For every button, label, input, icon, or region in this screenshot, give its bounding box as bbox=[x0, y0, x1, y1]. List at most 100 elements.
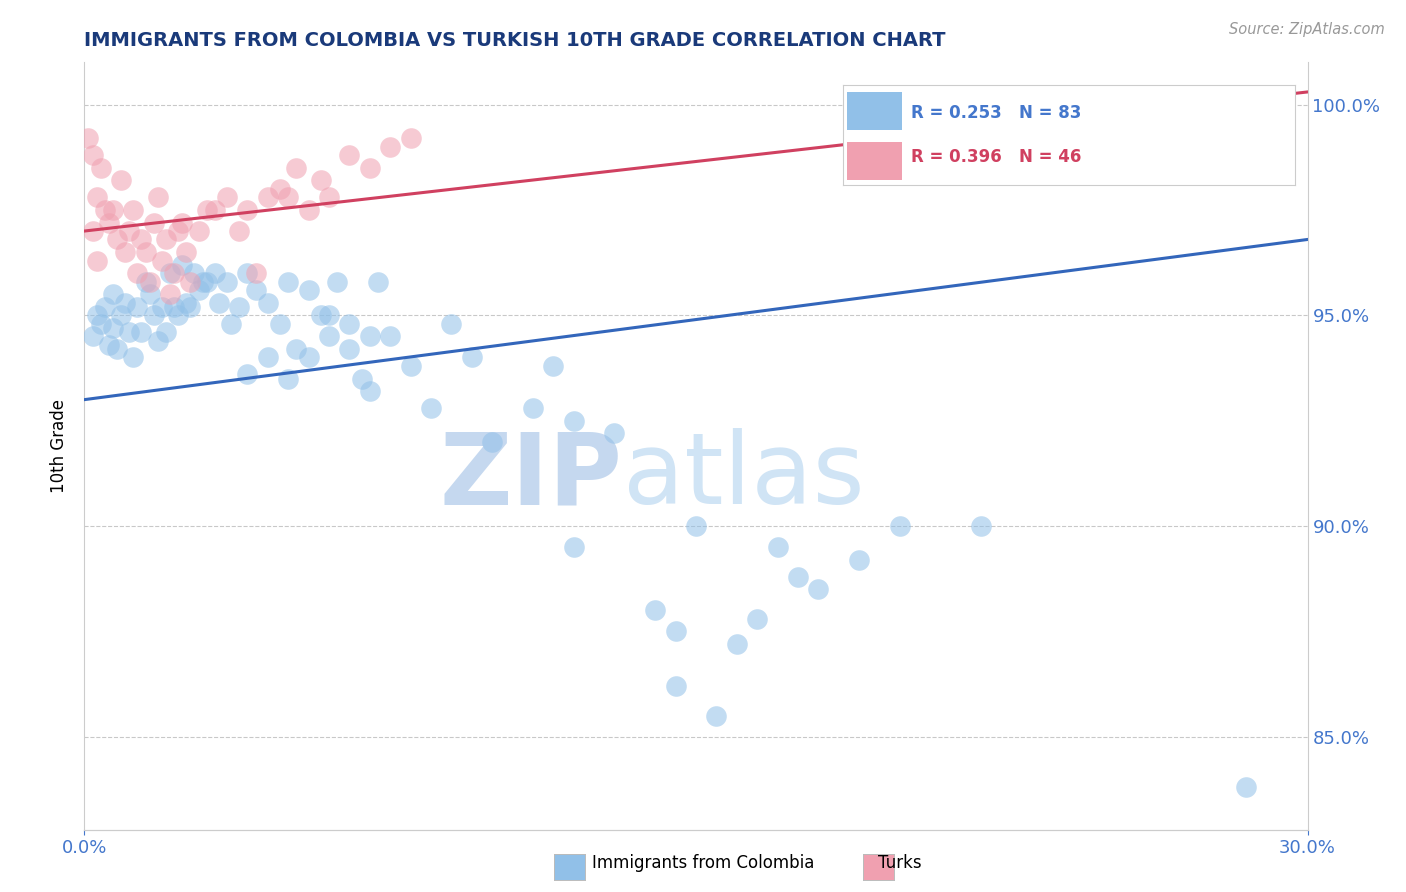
Point bbox=[543, 359, 565, 373]
Point bbox=[150, 300, 173, 314]
Point bbox=[380, 329, 402, 343]
Point bbox=[359, 384, 381, 399]
Point bbox=[86, 309, 108, 323]
Point bbox=[339, 148, 361, 162]
Point bbox=[204, 266, 226, 280]
Point bbox=[217, 190, 239, 204]
Point bbox=[131, 232, 153, 246]
Point bbox=[236, 368, 259, 382]
Point bbox=[420, 401, 443, 415]
Point bbox=[269, 317, 291, 331]
Point bbox=[114, 245, 136, 260]
Point bbox=[326, 275, 349, 289]
Text: Source: ZipAtlas.com: Source: ZipAtlas.com bbox=[1229, 22, 1385, 37]
Point bbox=[174, 245, 197, 260]
Point bbox=[187, 224, 209, 238]
Point bbox=[138, 287, 160, 301]
Point bbox=[118, 224, 141, 238]
Point bbox=[399, 359, 422, 373]
Point bbox=[127, 300, 149, 314]
Point bbox=[135, 245, 157, 260]
Point bbox=[159, 287, 181, 301]
Point bbox=[110, 309, 132, 323]
Point bbox=[142, 216, 165, 230]
Point bbox=[93, 300, 115, 314]
Point bbox=[298, 202, 321, 217]
Point bbox=[399, 131, 422, 145]
Point bbox=[318, 190, 340, 204]
Point bbox=[101, 321, 124, 335]
Point bbox=[228, 300, 250, 314]
Point bbox=[155, 232, 177, 246]
Point bbox=[245, 266, 267, 280]
Point bbox=[217, 275, 239, 289]
Point bbox=[97, 338, 120, 352]
Point bbox=[86, 190, 108, 204]
Point bbox=[127, 266, 149, 280]
Point bbox=[163, 300, 186, 314]
Point bbox=[82, 329, 104, 343]
Point bbox=[146, 190, 169, 204]
Point bbox=[131, 325, 153, 339]
Point bbox=[90, 317, 112, 331]
Point bbox=[889, 519, 911, 533]
Point bbox=[93, 202, 115, 217]
Point bbox=[86, 253, 108, 268]
Point bbox=[367, 275, 389, 289]
Point bbox=[747, 612, 769, 626]
Point bbox=[236, 266, 259, 280]
Point bbox=[1092, 106, 1115, 120]
Point bbox=[277, 371, 299, 385]
Point bbox=[522, 401, 544, 415]
Point bbox=[135, 275, 157, 289]
Point bbox=[285, 342, 308, 356]
Point bbox=[219, 317, 242, 331]
Point bbox=[174, 295, 197, 310]
Point bbox=[150, 253, 173, 268]
Point bbox=[82, 148, 104, 162]
Point bbox=[644, 603, 666, 617]
Point bbox=[562, 540, 585, 554]
Text: Immigrants from Colombia: Immigrants from Colombia bbox=[592, 855, 814, 872]
Point bbox=[298, 283, 321, 297]
Point bbox=[359, 161, 381, 175]
Point bbox=[970, 519, 993, 533]
Point bbox=[167, 309, 190, 323]
Point bbox=[187, 283, 209, 297]
Point bbox=[461, 351, 484, 365]
Point bbox=[90, 161, 112, 175]
Point bbox=[179, 300, 201, 314]
Point bbox=[257, 351, 280, 365]
Point bbox=[298, 351, 321, 365]
Point bbox=[277, 275, 299, 289]
Point bbox=[114, 295, 136, 310]
Point bbox=[277, 190, 299, 204]
Point bbox=[228, 224, 250, 238]
Point bbox=[167, 224, 190, 238]
Point bbox=[318, 309, 340, 323]
Point bbox=[848, 553, 870, 567]
Point bbox=[245, 283, 267, 297]
Point bbox=[183, 266, 205, 280]
Point bbox=[146, 334, 169, 348]
Point bbox=[142, 309, 165, 323]
Point bbox=[82, 224, 104, 238]
Point bbox=[101, 202, 124, 217]
Point bbox=[269, 182, 291, 196]
Point bbox=[179, 275, 201, 289]
Point bbox=[1236, 780, 1258, 795]
Point bbox=[481, 434, 503, 449]
Point bbox=[159, 266, 181, 280]
Point bbox=[440, 317, 463, 331]
Point bbox=[807, 582, 830, 597]
Text: Turks: Turks bbox=[877, 855, 922, 872]
Point bbox=[665, 679, 688, 693]
Point bbox=[110, 173, 132, 187]
Point bbox=[685, 519, 707, 533]
Point bbox=[122, 351, 145, 365]
Point bbox=[665, 624, 688, 639]
Point bbox=[359, 329, 381, 343]
Point bbox=[562, 414, 585, 428]
Point bbox=[1133, 106, 1156, 120]
Point bbox=[725, 637, 748, 651]
